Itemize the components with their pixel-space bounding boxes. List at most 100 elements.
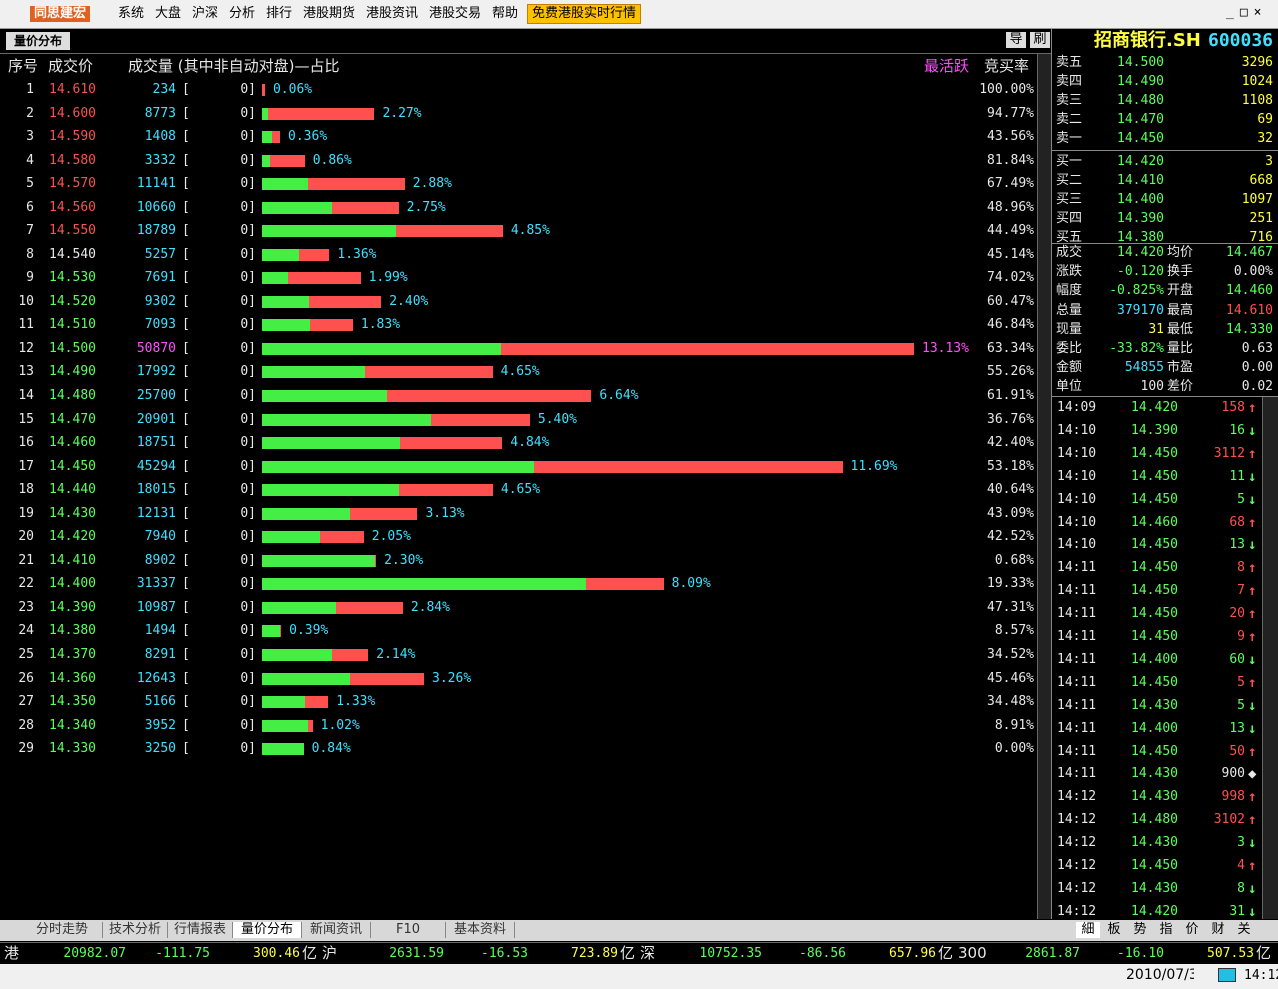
price: 14.490 xyxy=(49,364,96,380)
menu-item[interactable]: 分析 xyxy=(229,6,256,21)
tick-price: 14.460 xyxy=(1131,514,1178,530)
logo: 同思建宏 xyxy=(30,6,91,22)
tick-direction: ↓ xyxy=(1248,903,1257,920)
tick-volume: 5 xyxy=(1237,697,1245,713)
index-unit: 亿 xyxy=(938,944,954,962)
tick-direction: ↑ xyxy=(1248,789,1257,806)
book-volume: 32 xyxy=(1257,131,1273,147)
book-price: 14.450 xyxy=(1117,131,1164,147)
window-controls[interactable]: _□× xyxy=(1226,5,1268,20)
stat-label: 最低 xyxy=(1167,321,1194,337)
panel-tab[interactable]: 关 xyxy=(1237,922,1251,937)
stat-value: 31 xyxy=(1148,321,1164,337)
auto-volume: 0] xyxy=(240,105,256,121)
view-tab[interactable]: 新闻资讯 xyxy=(302,922,371,938)
row-number: 9 xyxy=(26,270,34,286)
volume: 1494 xyxy=(144,623,176,639)
share: 0.39% xyxy=(289,623,329,639)
bid-rate: 8.57% xyxy=(994,623,1034,639)
bid-rate: 34.48% xyxy=(987,694,1034,710)
tick-direction: ↑ xyxy=(1248,858,1257,874)
bid-rate: 42.52% xyxy=(987,529,1034,545)
index-change: -111.75 xyxy=(155,946,210,961)
price: 14.470 xyxy=(49,411,96,427)
bar-buy xyxy=(262,531,321,544)
tick-direction: ↑ xyxy=(1248,583,1257,600)
view-tab[interactable]: 行情报表 xyxy=(168,922,233,938)
panel-tab[interactable]: 板 xyxy=(1107,922,1121,937)
menu-item[interactable]: 帮助 xyxy=(492,6,519,21)
volume: 18789 xyxy=(136,223,176,239)
bar-buy xyxy=(262,154,270,167)
menu-item[interactable]: 系统 xyxy=(118,6,145,21)
menu-item[interactable]: 大盘 xyxy=(155,6,182,21)
tick-time: 14:10 xyxy=(1057,537,1097,553)
tick-price: 14.390 xyxy=(1131,422,1178,438)
tick-volume: 8 xyxy=(1237,880,1245,896)
menu-item[interactable]: 港股资讯 xyxy=(366,6,419,21)
view-tab[interactable]: 技术分析 xyxy=(103,922,168,938)
panel-tab[interactable]: 财 xyxy=(1211,922,1225,937)
bracket: [ xyxy=(182,340,190,356)
stat-label: 涨跌 xyxy=(1056,264,1083,280)
scrollbar[interactable] xyxy=(1262,397,1278,919)
row-number: 22 xyxy=(18,576,34,592)
index-value: 2861.87 xyxy=(1025,946,1080,961)
panel-tab[interactable]: 指 xyxy=(1159,922,1173,937)
bar-sell xyxy=(309,295,382,308)
menu-item[interactable]: 排行 xyxy=(266,6,293,21)
menu-item[interactable]: 港股交易 xyxy=(429,6,482,21)
bracket: [ xyxy=(182,317,190,333)
tool-button[interactable]: 刷 xyxy=(1030,32,1050,48)
bar-buy xyxy=(262,484,400,497)
bar-sell xyxy=(375,554,377,567)
row-number: 18 xyxy=(18,482,34,498)
bid-rate: 36.76% xyxy=(987,411,1034,427)
panel-tab[interactable]: 势 xyxy=(1133,922,1147,937)
share: 5.40% xyxy=(537,411,578,427)
bracket: [ xyxy=(182,576,190,592)
row-number: 20 xyxy=(18,529,34,545)
promo-button[interactable]: 免费港股实时行情 xyxy=(527,4,642,24)
price: 14.350 xyxy=(49,694,96,710)
bar-buy xyxy=(262,319,311,332)
share: 3.13% xyxy=(425,505,465,521)
tool-button[interactable]: 导 xyxy=(1006,32,1026,48)
panel-tab[interactable]: 細 xyxy=(1076,922,1100,938)
view-tab[interactable]: 分时走势 xyxy=(22,922,103,938)
view-tab[interactable]: F10 xyxy=(371,922,446,938)
menu-item[interactable]: 港股期货 xyxy=(303,6,356,21)
book-price: 14.500 xyxy=(1117,55,1164,70)
stat-value: 0.02 xyxy=(1241,379,1273,395)
bid-rate: 63.34% xyxy=(987,340,1034,356)
index-value: 2631.59 xyxy=(389,946,444,961)
view-tab[interactable]: 量价分布 xyxy=(233,922,302,938)
scrollbar[interactable] xyxy=(1037,54,1051,919)
bar-buy xyxy=(262,248,299,261)
volume: 10660 xyxy=(136,199,176,215)
row-number: 12 xyxy=(18,340,34,356)
view-tab[interactable]: 基本资料 xyxy=(446,922,515,938)
index-name: 300 xyxy=(958,944,987,962)
price: 14.420 xyxy=(49,529,96,545)
view-tab[interactable]: 量价分布 xyxy=(6,32,71,50)
volume: 18015 xyxy=(136,482,176,498)
tick-time: 14:11 xyxy=(1057,743,1097,759)
tick-price: 14.400 xyxy=(1131,651,1178,667)
tick-time: 14:10 xyxy=(1057,445,1097,461)
volume: 3332 xyxy=(144,152,176,168)
menu-item[interactable]: 沪深 xyxy=(192,6,219,21)
tick-direction: ↓ xyxy=(1248,880,1257,897)
volume: 7093 xyxy=(144,317,176,333)
divider xyxy=(1052,396,1278,397)
bar-sell xyxy=(298,248,330,261)
bar-buy xyxy=(262,437,401,450)
panel-tab[interactable]: 价 xyxy=(1185,922,1199,937)
tick-direction: ↑ xyxy=(1248,743,1257,760)
share: 2.84% xyxy=(410,599,450,615)
share: 2.05% xyxy=(371,529,411,545)
column-header: 序号 xyxy=(8,57,39,75)
book-volume: 69 xyxy=(1257,112,1273,128)
stat-label: 换手 xyxy=(1167,264,1194,280)
tick-price: 14.450 xyxy=(1131,468,1178,484)
